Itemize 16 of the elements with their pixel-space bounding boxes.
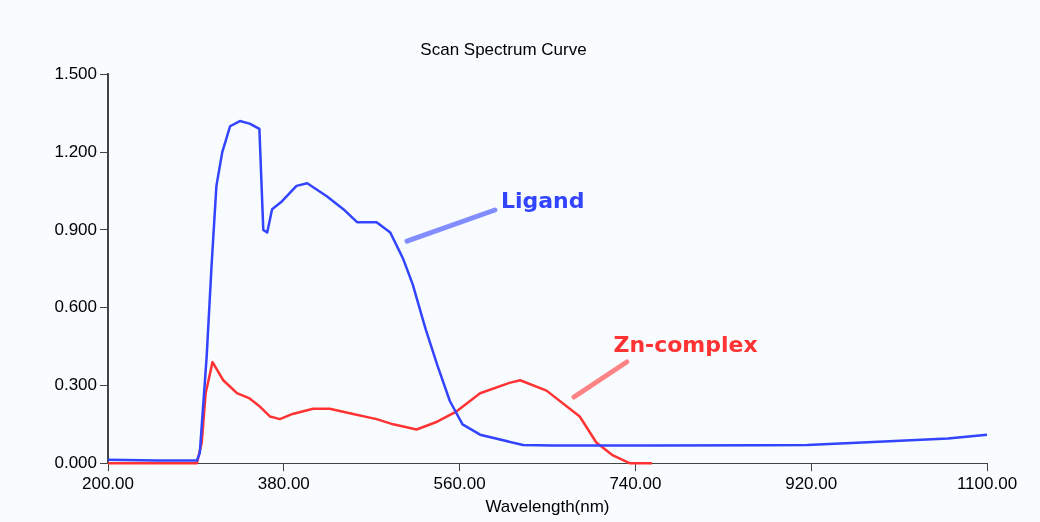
y-tick-label: 1.500 bbox=[54, 64, 97, 84]
x-tick-label: 920.00 bbox=[785, 474, 838, 494]
x-tick-label: 200.00 bbox=[82, 474, 134, 494]
text: Ligand bbox=[500, 188, 585, 214]
y-tick-label: 1.200 bbox=[54, 141, 97, 161]
x-tick-label: 560.00 bbox=[433, 474, 486, 494]
y-tick-label: 0.600 bbox=[54, 297, 97, 317]
chart-title: Scan Spectrum Curve bbox=[420, 39, 587, 59]
x-tick-label: 740.00 bbox=[609, 474, 662, 494]
y-tick-label: 0.000 bbox=[54, 452, 97, 472]
y-tick-label: 0.900 bbox=[54, 219, 97, 239]
x-tick-label: 1100.00 bbox=[956, 474, 1018, 494]
y-tick-label: 0.300 bbox=[54, 375, 97, 395]
text: Zn-complex bbox=[613, 332, 758, 358]
x-axis-title: Wavelength(nm) bbox=[485, 497, 610, 517]
x-tick-label: 380.00 bbox=[257, 474, 310, 494]
